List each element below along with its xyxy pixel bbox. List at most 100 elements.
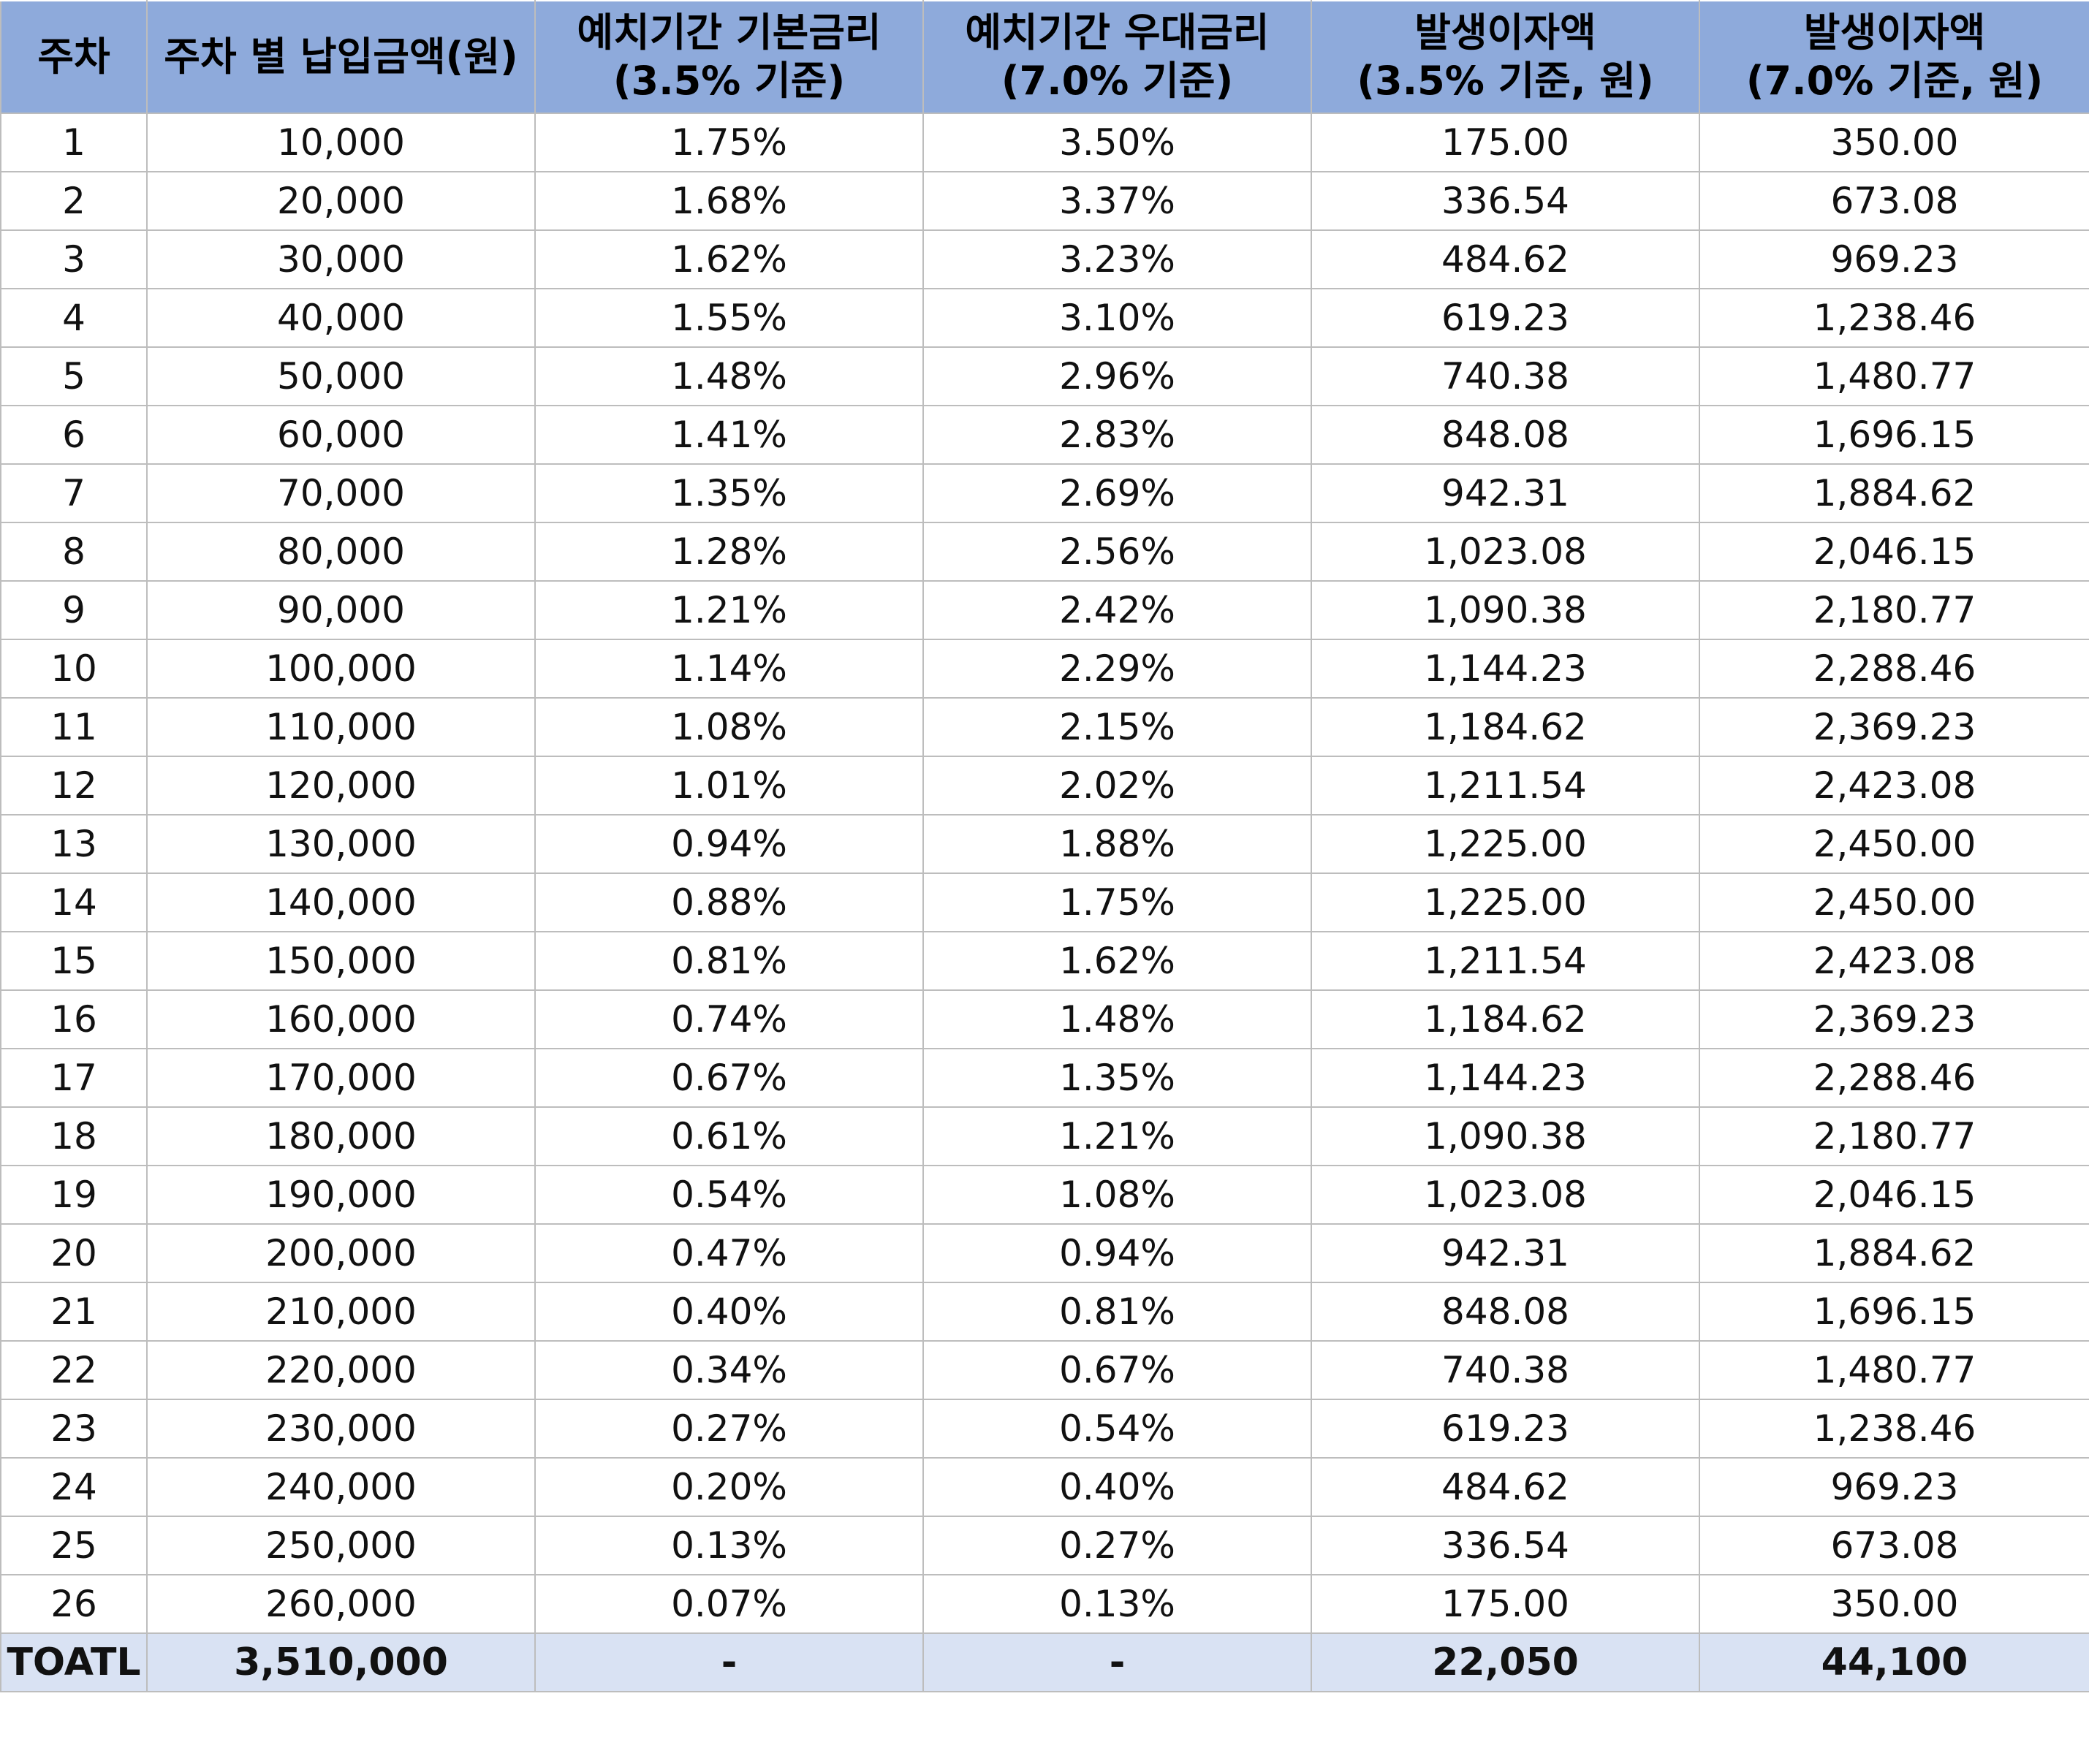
interest-pref-cell[interactable]: 1,696.15 — [1699, 405, 2089, 465]
interest-pref-cell[interactable]: 969.23 — [1699, 1457, 2089, 1517]
deposit-cell[interactable]: 110,000 — [146, 697, 536, 757]
pref-rate-cell[interactable]: 0.94% — [922, 1223, 1312, 1283]
base-rate-cell[interactable]: 1.48% — [534, 346, 924, 406]
base-rate-cell[interactable]: 0.88% — [534, 873, 924, 932]
pref-rate-cell[interactable]: 1.88% — [922, 814, 1312, 874]
week-cell[interactable]: 21 — [0, 1282, 148, 1342]
base-rate-cell[interactable]: 0.54% — [534, 1165, 924, 1225]
deposit-cell[interactable]: 150,000 — [146, 931, 536, 991]
base-rate-cell[interactable]: 0.47% — [534, 1223, 924, 1283]
base-rate-cell[interactable]: 1.14% — [534, 639, 924, 699]
deposit-cell[interactable]: 40,000 — [146, 288, 536, 348]
interest-base-cell[interactable]: 1,023.08 — [1311, 522, 1700, 582]
deposit-cell[interactable]: 170,000 — [146, 1048, 536, 1108]
interest-pref-cell[interactable]: 2,046.15 — [1699, 1165, 2089, 1225]
pref-rate-cell[interactable]: 1.62% — [922, 931, 1312, 991]
pref-rate-cell[interactable]: 3.10% — [922, 288, 1312, 348]
deposit-cell[interactable]: 70,000 — [146, 463, 536, 523]
base-rate-cell[interactable]: 1.01% — [534, 756, 924, 816]
interest-pref-cell[interactable]: 673.08 — [1699, 1516, 2089, 1575]
interest-base-cell[interactable]: 1,090.38 — [1311, 580, 1700, 640]
base-rate-cell[interactable]: 0.61% — [534, 1106, 924, 1166]
base-rate-cell[interactable]: 0.27% — [534, 1399, 924, 1459]
week-cell[interactable]: 15 — [0, 931, 148, 991]
week-cell[interactable]: 14 — [0, 873, 148, 932]
interest-base-cell[interactable]: 1,144.23 — [1311, 639, 1700, 699]
week-cell[interactable]: 11 — [0, 697, 148, 757]
week-cell[interactable]: 19 — [0, 1165, 148, 1225]
total-interest-pref-cell[interactable]: 44,100 — [1699, 1632, 2089, 1692]
deposit-cell[interactable]: 260,000 — [146, 1574, 536, 1634]
pref-rate-cell[interactable]: 3.50% — [922, 113, 1312, 172]
deposit-cell[interactable]: 60,000 — [146, 405, 536, 465]
pref-rate-cell[interactable]: 2.02% — [922, 756, 1312, 816]
pref-rate-cell[interactable]: 3.37% — [922, 171, 1312, 231]
deposit-cell[interactable]: 250,000 — [146, 1516, 536, 1575]
interest-base-cell[interactable]: 175.00 — [1311, 1574, 1700, 1634]
interest-base-cell[interactable]: 1,144.23 — [1311, 1048, 1700, 1108]
interest-base-cell[interactable]: 848.08 — [1311, 1282, 1700, 1342]
base-rate-cell[interactable]: 0.34% — [534, 1340, 924, 1400]
total-pref-rate-cell[interactable]: - — [922, 1632, 1312, 1692]
interest-pref-cell[interactable]: 1,238.46 — [1699, 1399, 2089, 1459]
interest-pref-cell[interactable]: 2,450.00 — [1699, 814, 2089, 874]
week-cell[interactable]: 17 — [0, 1048, 148, 1108]
deposit-cell[interactable]: 160,000 — [146, 989, 536, 1049]
pref-rate-cell[interactable]: 2.96% — [922, 346, 1312, 406]
deposit-cell[interactable]: 20,000 — [146, 171, 536, 231]
week-cell[interactable]: 10 — [0, 639, 148, 699]
interest-pref-cell[interactable]: 2,288.46 — [1699, 1048, 2089, 1108]
interest-base-cell[interactable]: 1,184.62 — [1311, 989, 1700, 1049]
base-rate-cell[interactable]: 1.35% — [534, 463, 924, 523]
week-cell[interactable]: 3 — [0, 229, 148, 289]
interest-pref-cell[interactable]: 2,369.23 — [1699, 989, 2089, 1049]
week-cell[interactable]: 18 — [0, 1106, 148, 1166]
deposit-cell[interactable]: 120,000 — [146, 756, 536, 816]
base-rate-cell[interactable]: 1.41% — [534, 405, 924, 465]
interest-pref-cell[interactable]: 2,450.00 — [1699, 873, 2089, 932]
deposit-cell[interactable]: 210,000 — [146, 1282, 536, 1342]
pref-rate-cell[interactable]: 0.81% — [922, 1282, 1312, 1342]
interest-base-cell[interactable]: 1,225.00 — [1311, 873, 1700, 932]
pref-rate-cell[interactable]: 2.83% — [922, 405, 1312, 465]
week-cell[interactable]: 5 — [0, 346, 148, 406]
base-rate-cell[interactable]: 1.62% — [534, 229, 924, 289]
total-deposit-cell[interactable]: 3,510,000 — [146, 1632, 536, 1692]
interest-base-cell[interactable]: 1,023.08 — [1311, 1165, 1700, 1225]
pref-rate-cell[interactable]: 3.23% — [922, 229, 1312, 289]
base-rate-cell[interactable]: 1.28% — [534, 522, 924, 582]
base-rate-cell[interactable]: 0.20% — [534, 1457, 924, 1517]
pref-rate-cell[interactable]: 0.13% — [922, 1574, 1312, 1634]
base-rate-cell[interactable]: 0.94% — [534, 814, 924, 874]
deposit-cell[interactable]: 140,000 — [146, 873, 536, 932]
interest-base-cell[interactable]: 1,184.62 — [1311, 697, 1700, 757]
deposit-cell[interactable]: 10,000 — [146, 113, 536, 172]
header-deposit[interactable]: 주차 별 납입금액(원) — [146, 0, 536, 114]
header-base-rate[interactable]: 예치기간 기본금리 (3.5% 기준) — [534, 0, 924, 114]
total-label-cell[interactable]: TOATL — [0, 1632, 148, 1692]
interest-base-cell[interactable]: 1,211.54 — [1311, 931, 1700, 991]
deposit-cell[interactable]: 240,000 — [146, 1457, 536, 1517]
pref-rate-cell[interactable]: 1.08% — [922, 1165, 1312, 1225]
base-rate-cell[interactable]: 1.75% — [534, 113, 924, 172]
interest-base-cell[interactable]: 1,211.54 — [1311, 756, 1700, 816]
base-rate-cell[interactable]: 1.68% — [534, 171, 924, 231]
base-rate-cell[interactable]: 0.67% — [534, 1048, 924, 1108]
header-week[interactable]: 주차 — [0, 0, 148, 114]
interest-pref-cell[interactable]: 350.00 — [1699, 113, 2089, 172]
interest-base-cell[interactable]: 942.31 — [1311, 1223, 1700, 1283]
interest-pref-cell[interactable]: 1,480.77 — [1699, 1340, 2089, 1400]
interest-base-cell[interactable]: 336.54 — [1311, 1516, 1700, 1575]
base-rate-cell[interactable]: 0.74% — [534, 989, 924, 1049]
deposit-cell[interactable]: 90,000 — [146, 580, 536, 640]
deposit-cell[interactable]: 80,000 — [146, 522, 536, 582]
pref-rate-cell[interactable]: 0.27% — [922, 1516, 1312, 1575]
week-cell[interactable]: 4 — [0, 288, 148, 348]
week-cell[interactable]: 1 — [0, 113, 148, 172]
base-rate-cell[interactable]: 1.55% — [534, 288, 924, 348]
week-cell[interactable]: 8 — [0, 522, 148, 582]
interest-pref-cell[interactable]: 2,046.15 — [1699, 522, 2089, 582]
week-cell[interactable]: 22 — [0, 1340, 148, 1400]
interest-base-cell[interactable]: 484.62 — [1311, 1457, 1700, 1517]
interest-pref-cell[interactable]: 2,369.23 — [1699, 697, 2089, 757]
